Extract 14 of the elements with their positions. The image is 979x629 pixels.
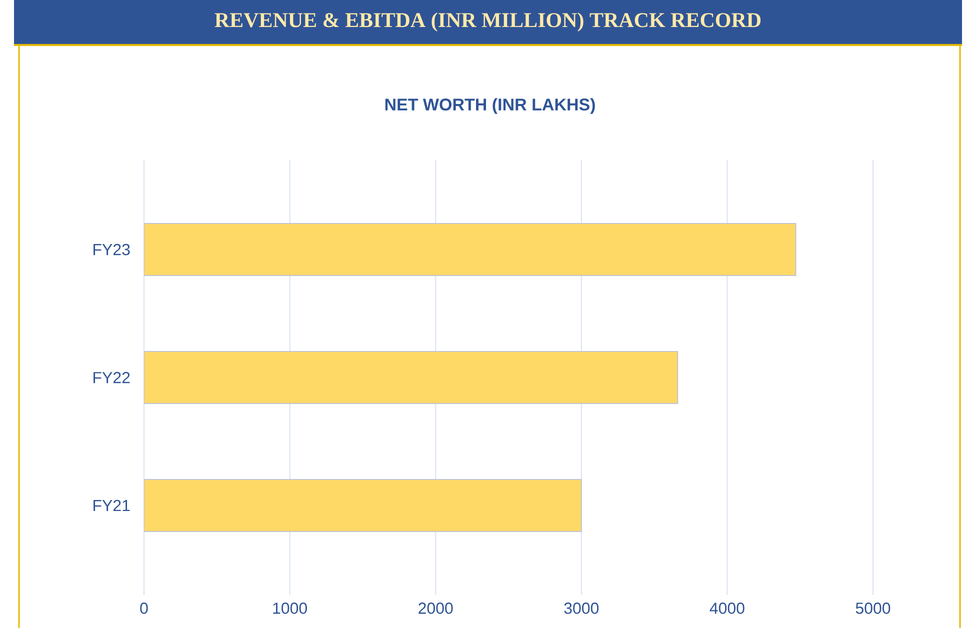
x-tick-label: 0 <box>140 602 148 614</box>
x-tick-label: 2000 <box>418 602 453 614</box>
bar <box>144 223 796 276</box>
x-tick-label: 5000 <box>856 602 890 614</box>
y-tick-label: FY21 <box>94 500 130 512</box>
x-tick-label: 3000 <box>564 602 599 614</box>
bar <box>144 479 582 532</box>
chart-subtitle: NET WORTH (INR LAKHS) <box>385 98 595 114</box>
y-tick-label: FY22 <box>94 372 130 384</box>
chart-title: REVENUE & EBITDA (INR MILLION) TRACK RECORD <box>214 12 761 32</box>
x-tick-label: 4000 <box>710 602 744 614</box>
x-tick-label: 1000 <box>273 602 307 614</box>
bar <box>144 351 678 404</box>
y-tick-label: FY23 <box>94 244 130 256</box>
